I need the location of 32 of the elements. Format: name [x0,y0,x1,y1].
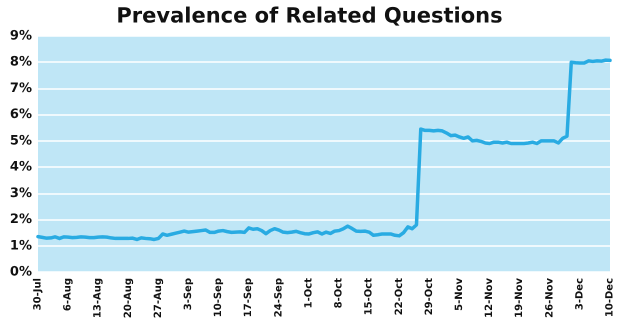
y-tick-label: 2% [10,212,32,228]
y-tick-label: 4% [10,160,32,175]
x-tick-label: 10-Sep [213,278,224,318]
x-tick-label: 19-Nov [514,278,526,318]
x-tick-label: 27-Aug [152,278,164,318]
x-tick-label: 26-Nov [544,278,556,318]
y-tick-label: 9% [10,28,32,44]
x-tick-label: 5-Nov [454,278,465,311]
x-tick-label: 17-Sep [243,278,254,318]
line-series [36,58,612,242]
x-tick-label: 1-Oct [303,278,314,308]
y-tick-label: 8% [10,54,32,70]
x-tick-label: 13-Aug [92,278,104,318]
x-tick-label: 22-Oct [394,278,405,316]
x-tick-label: 8-Oct [334,278,345,308]
chart-title: Prevalence of Related Questions [116,4,503,28]
x-tick-label: 3-Dec [574,278,586,310]
x-tick-label: 3-Sep [183,278,194,310]
y-tick-label: 5% [10,133,32,148]
y-tick-label: 0% [10,264,32,280]
x-tick-label: 12-Nov [484,278,496,318]
x-tick-label: 24-Sep [273,278,284,318]
x-tick-label: 10-Dec [604,278,616,318]
x-tick-label: 29-Oct [424,278,435,316]
x-tick-label: 30-Jul [32,278,44,310]
y-tick-label: 3% [10,186,32,201]
x-tick-label: 20-Aug [122,278,134,318]
y-tick-label: 1% [10,238,32,254]
y-tick-label: 6% [10,107,32,122]
y-tick-label: 7% [10,80,32,96]
x-tick-label: 15-Oct [364,278,375,316]
x-tick-label: 6-Aug [62,278,74,312]
